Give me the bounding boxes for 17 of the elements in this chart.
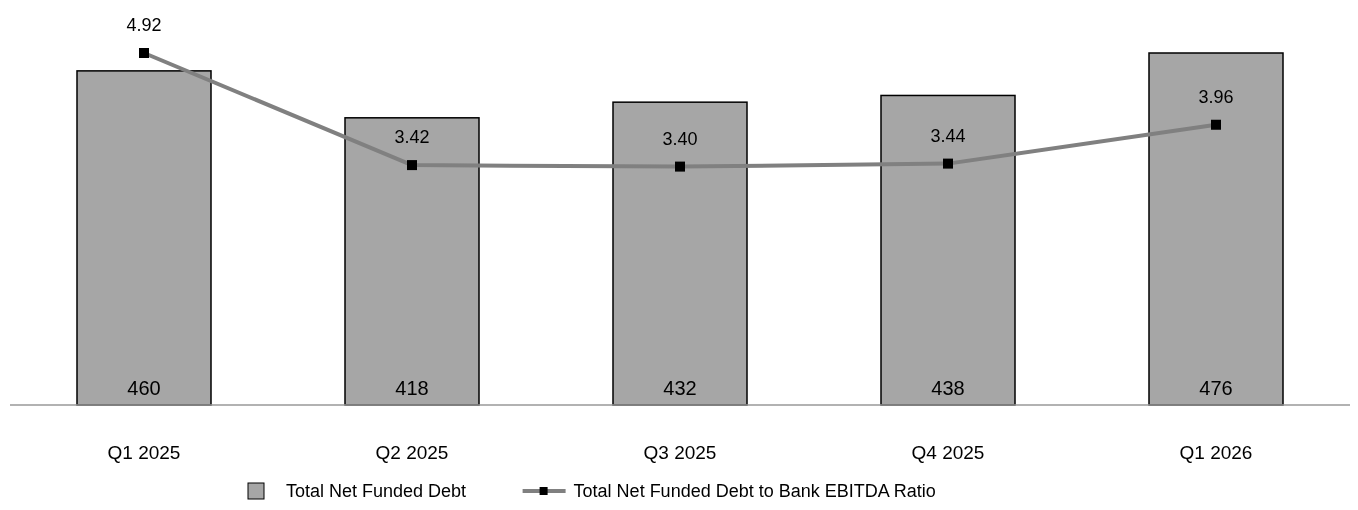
data-label: 438: [931, 377, 965, 399]
legend-label: Total Net Funded Debt to Bank EBITDA Ratio: [573, 481, 936, 501]
x-tick-label: Q1 2025: [107, 442, 181, 463]
data-label: 476: [1199, 377, 1233, 399]
data-label: 4.92: [126, 15, 162, 35]
x-tick-label: Q4 2025: [911, 442, 985, 463]
legend-label: Total Net Funded Debt: [286, 481, 467, 501]
data-label: 3.40: [662, 128, 698, 149]
x-tick-label: Q2 2025: [375, 442, 449, 463]
data-label: 432: [663, 377, 697, 399]
data-label: 3.44: [930, 125, 966, 146]
x-tick-label: Q3 2025: [643, 442, 717, 463]
x-tick-label: Q1 2026: [1179, 442, 1253, 463]
data-label: 3.42: [394, 127, 430, 148]
data-label: 460: [127, 377, 161, 399]
data-label: 3.96: [1198, 86, 1234, 107]
data-label: 418: [395, 377, 429, 399]
